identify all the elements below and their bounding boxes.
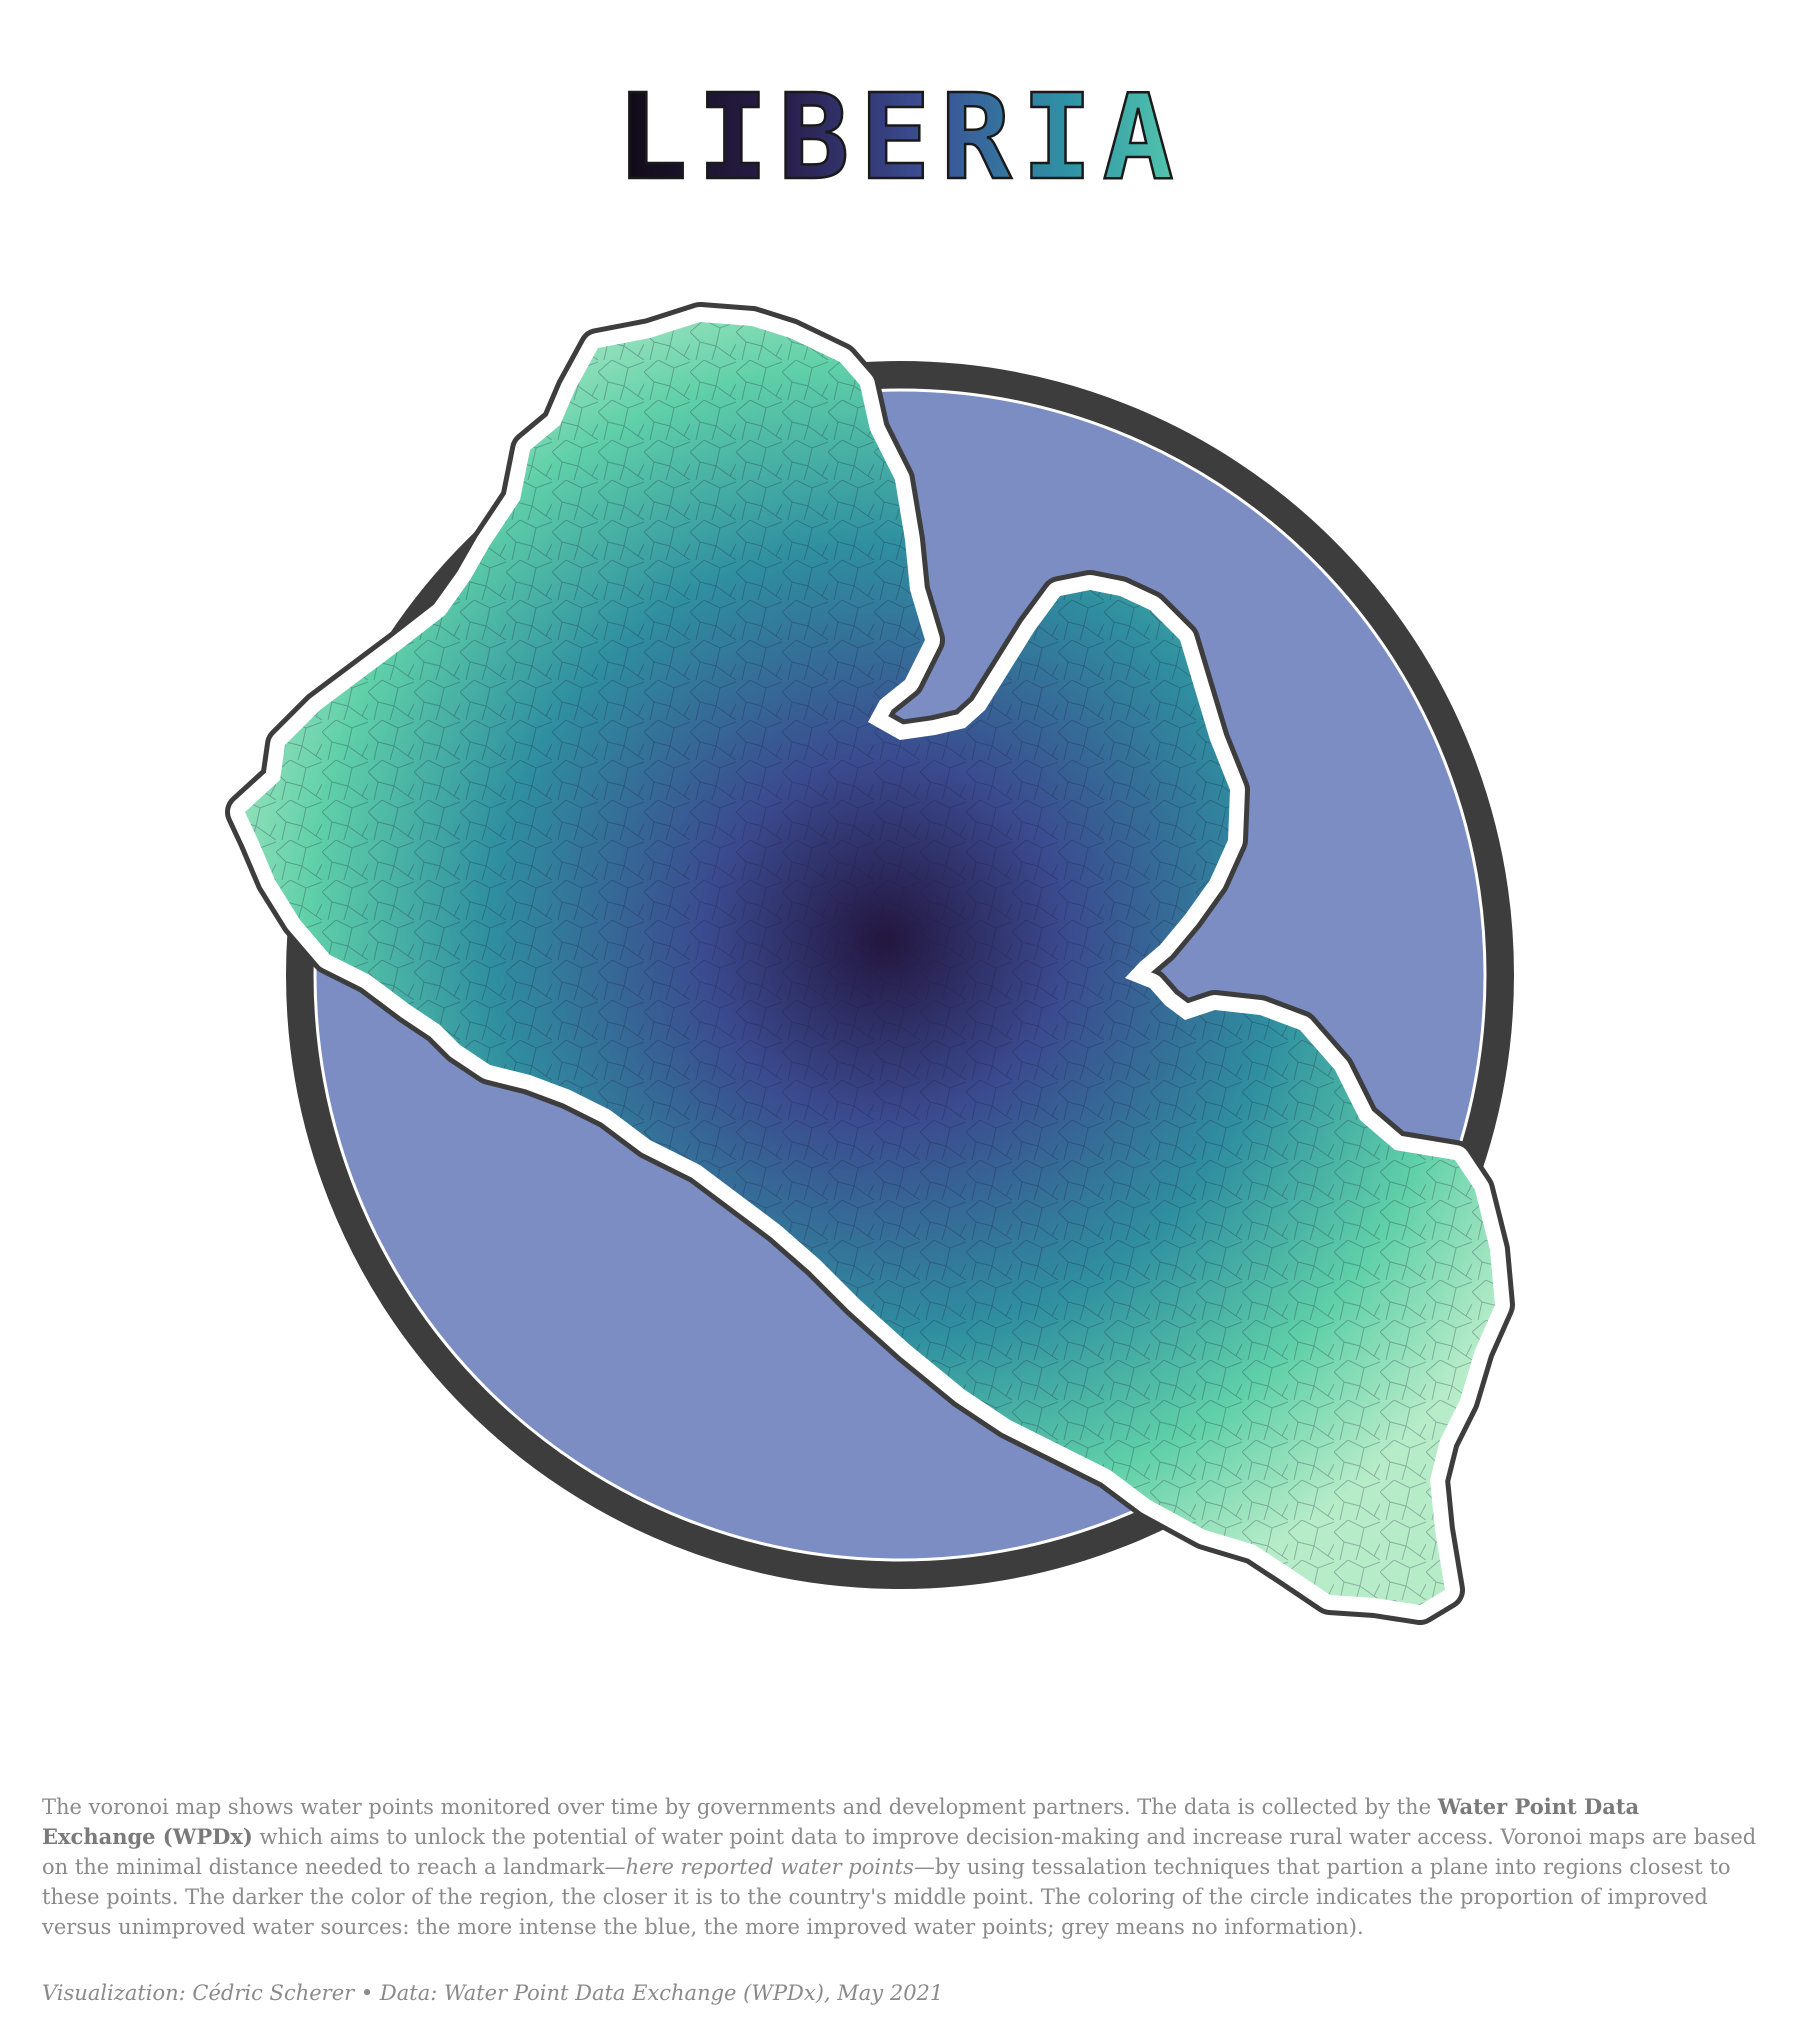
credits-caption: Visualization: Cédric Scherer • Data: Wa… <box>42 1981 944 2005</box>
circle-inner-rim <box>313 388 1487 1562</box>
page-title: LIBERIA <box>616 68 1183 206</box>
title-banner: LIBERIA <box>0 60 1800 210</box>
voronoi-map <box>225 302 1515 1625</box>
title-graphic: LIBERIA <box>615 67 1183 208</box>
description-text: The voronoi map shows water points monit… <box>42 1794 1757 1939</box>
wpdx-name: Water Point Data Exchange (WPDx) <box>42 1794 1640 1849</box>
map-panel <box>0 300 1800 1660</box>
